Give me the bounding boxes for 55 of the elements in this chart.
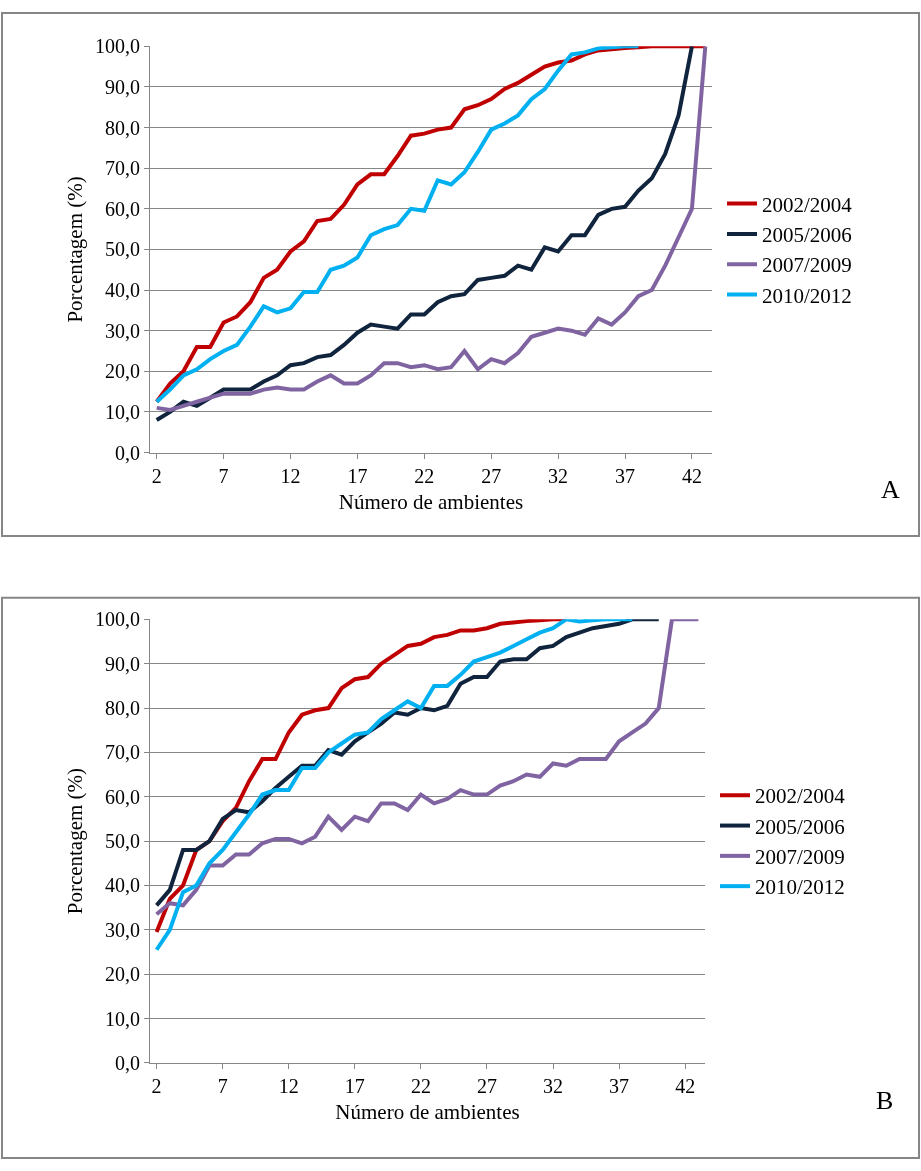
y-tick-label: 30,0 bbox=[105, 918, 140, 941]
x-tick-label: 7 bbox=[217, 1074, 228, 1097]
y-tick-label: 90,0 bbox=[105, 652, 140, 675]
legend-label: 2007/2009 bbox=[762, 253, 852, 278]
y-tick-label: 20,0 bbox=[105, 360, 140, 383]
y-axis-title: Porcentagem (%) bbox=[63, 176, 88, 323]
y-tick-label: 60,0 bbox=[105, 197, 140, 220]
y-tick-label: 0,0 bbox=[115, 1051, 140, 1074]
legend-label: 2010/2012 bbox=[755, 875, 845, 900]
x-tick-label: 12 bbox=[280, 464, 301, 487]
legend-label: 2007/2009 bbox=[755, 845, 845, 870]
y-tick-label: 70,0 bbox=[105, 741, 140, 764]
y-tick-label: 80,0 bbox=[105, 116, 140, 139]
text: A bbox=[881, 475, 900, 504]
y-tick-label: 100,0 bbox=[95, 35, 140, 58]
x-axis-title: Número de ambientes bbox=[338, 489, 524, 514]
y-tick-label: 10,0 bbox=[105, 1007, 140, 1030]
x-tick-label: 27 bbox=[481, 464, 502, 487]
y-tick-label: 40,0 bbox=[105, 279, 140, 302]
x-tick-label: 7 bbox=[218, 464, 229, 487]
y-tick-label: 50,0 bbox=[105, 830, 140, 853]
legend-label: 2005/2006 bbox=[762, 223, 852, 248]
x-tick-label: 37 bbox=[615, 464, 636, 487]
y-tick-label: 60,0 bbox=[105, 785, 140, 808]
x-tick-label: 27 bbox=[476, 1074, 497, 1097]
x-tick-label: 12 bbox=[278, 1074, 299, 1097]
x-tick-label: 2 bbox=[151, 464, 162, 487]
y-axis-title: Porcentagem (%) bbox=[63, 767, 88, 915]
y-tick-label: 30,0 bbox=[105, 319, 140, 342]
text: B bbox=[876, 1086, 894, 1115]
x-tick-label: 42 bbox=[675, 1074, 696, 1097]
x-tick-label: 32 bbox=[548, 464, 569, 487]
legend-label: 2005/2006 bbox=[755, 814, 845, 839]
x-tick-label: 17 bbox=[344, 1074, 365, 1097]
y-tick-label: 0,0 bbox=[115, 441, 140, 464]
y-tick-label: 50,0 bbox=[105, 238, 140, 261]
x-tick-label: 22 bbox=[414, 464, 435, 487]
y-tick-label: 90,0 bbox=[105, 75, 140, 98]
legend-label: 2002/2004 bbox=[762, 192, 853, 217]
y-tick-label: 80,0 bbox=[105, 697, 140, 720]
x-tick-label: 17 bbox=[347, 464, 368, 487]
x-axis-title: Número de ambientes bbox=[335, 1100, 520, 1125]
x-tick-label: 32 bbox=[543, 1074, 564, 1097]
line-series bbox=[154, 619, 635, 952]
y-tick-label: 10,0 bbox=[105, 400, 140, 423]
y-tick-label: 20,0 bbox=[105, 963, 140, 986]
y-tick-label: 100,0 bbox=[95, 608, 140, 631]
x-tick-label: 2 bbox=[151, 1074, 162, 1097]
y-tick-label: 40,0 bbox=[105, 874, 140, 897]
legend-label: 2010/2012 bbox=[762, 283, 852, 308]
x-tick-label: 37 bbox=[609, 1074, 630, 1097]
x-tick-label: 42 bbox=[681, 464, 702, 487]
legend-label: 2002/2004 bbox=[755, 784, 846, 809]
x-tick-label: 22 bbox=[410, 1074, 431, 1097]
y-tick-label: 70,0 bbox=[105, 157, 140, 180]
